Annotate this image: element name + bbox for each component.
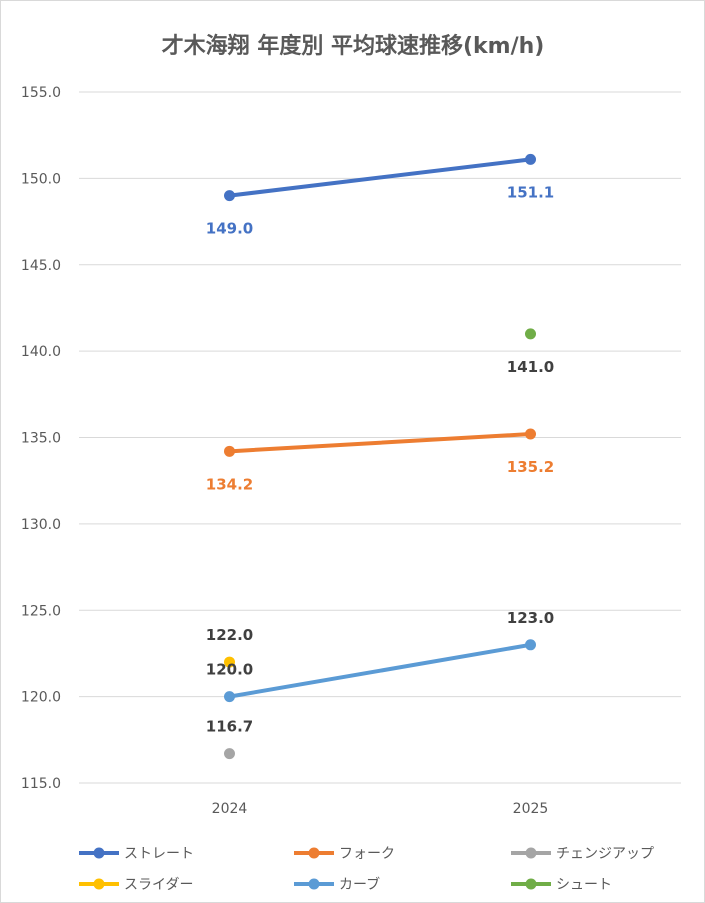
legend-marker xyxy=(93,847,105,859)
y-tick-label: 130.0 xyxy=(21,517,61,533)
y-tick-label: 150.0 xyxy=(21,171,61,187)
data-point xyxy=(224,691,235,703)
data-point xyxy=(224,445,235,457)
legend-marker xyxy=(93,878,105,890)
data-label: 141.0 xyxy=(507,358,554,376)
data-point xyxy=(224,748,235,760)
legend-marker xyxy=(308,847,320,859)
data-label: 116.7 xyxy=(206,718,253,736)
data-label: 122.0 xyxy=(206,626,253,644)
data-label: 120.0 xyxy=(206,661,253,679)
data-point xyxy=(525,153,536,165)
x-tick-label: 2024 xyxy=(212,801,248,817)
data-label: 134.2 xyxy=(206,475,253,493)
series-line xyxy=(227,432,533,454)
data-label: 135.2 xyxy=(507,458,554,476)
y-tick-label: 115.0 xyxy=(21,776,61,792)
y-tick-label: 145.0 xyxy=(21,258,61,274)
data-label: 149.0 xyxy=(206,220,253,238)
y-tick-label: 135.0 xyxy=(21,431,61,447)
x-tick-label: 2025 xyxy=(513,801,549,817)
data-point xyxy=(224,190,235,202)
y-tick-label: 155.0 xyxy=(21,85,61,101)
legend-label: カーブ xyxy=(339,876,380,893)
series-line xyxy=(227,642,533,699)
data-label: 151.1 xyxy=(507,183,554,201)
y-tick-label: 140.0 xyxy=(21,344,61,360)
y-tick-label: 120.0 xyxy=(21,690,61,706)
legend-label: ストレート xyxy=(124,846,194,862)
legend-label: スライダー xyxy=(124,877,193,893)
legend-marker xyxy=(525,878,537,890)
data-point xyxy=(525,428,536,440)
series-line xyxy=(227,157,533,198)
legend-label: シュート xyxy=(556,877,612,893)
y-tick-label: 125.0 xyxy=(21,603,61,619)
legend-label: フォーク xyxy=(339,846,395,862)
legend-marker xyxy=(525,847,537,859)
data-label: 123.0 xyxy=(507,609,554,627)
legend-label: チェンジアップ xyxy=(556,846,654,862)
data-point xyxy=(525,639,536,651)
data-point xyxy=(224,656,235,668)
chart-title: 才木海翔 年度別 平均球速推移(km/h) xyxy=(162,33,545,59)
legend-marker xyxy=(308,878,320,890)
data-point xyxy=(525,328,536,340)
